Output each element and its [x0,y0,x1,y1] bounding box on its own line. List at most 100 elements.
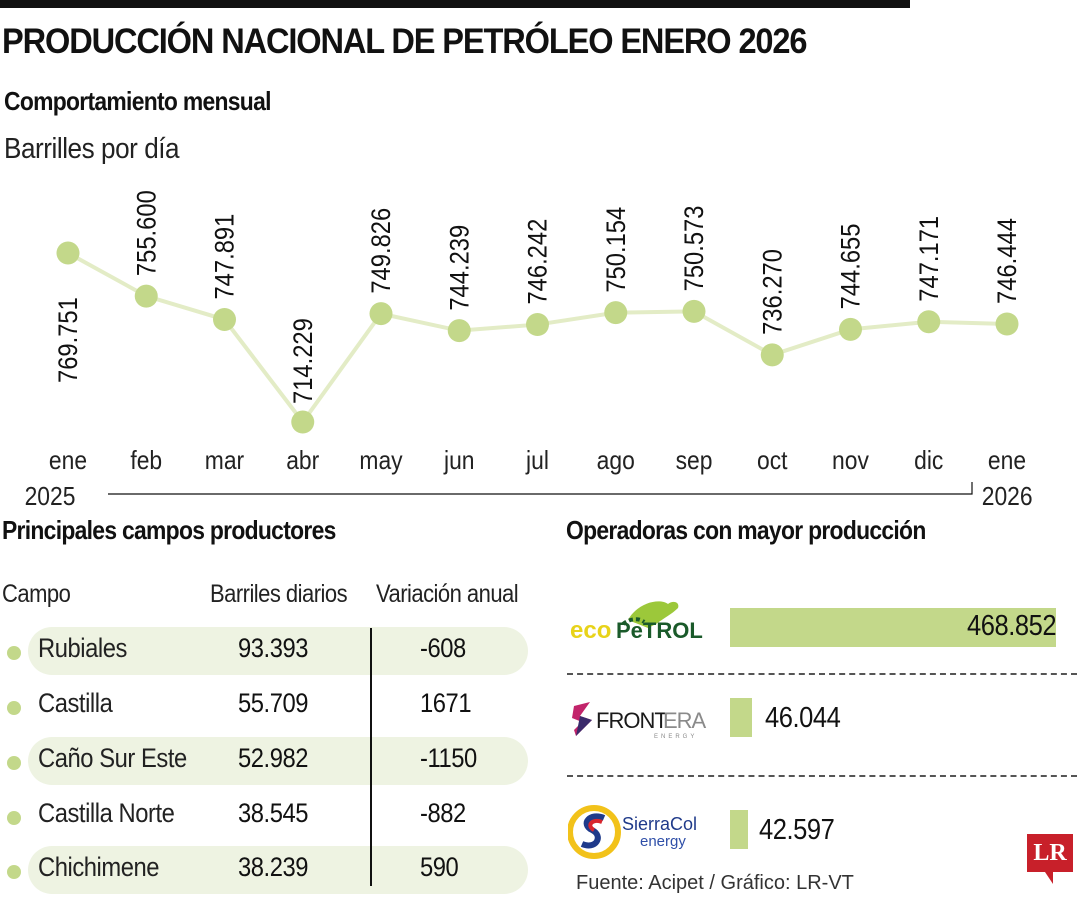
source-note: Fuente: Acipet / Gráfico: LR-VT [576,872,854,894]
value-labels: 769.751 755.600 747.891 714.229 749.826 744.2… [54,190,1023,404]
table-row: Castilla 55.709 1671 [0,682,530,730]
field-barrels: 93.393 [238,633,309,663]
x-tick-label: oct [757,447,788,476]
value-label: 755.600 [132,190,162,276]
table-row: Chichimene 38.239 590 [0,846,530,894]
divider [567,673,1077,675]
row-highlight [28,737,528,785]
svg-text:ENERGY: ENERGY [654,734,697,740]
x-tick-label: dic [914,447,943,476]
field-variation: -608 [420,633,466,663]
top-rule [0,0,910,8]
table-row: Castilla Norte 38.545 -882 [0,792,530,840]
data-point [917,310,941,334]
year-bracket: 2025 2026 [25,482,1033,511]
data-point [369,302,393,326]
x-tick-label: ene [49,447,87,476]
data-point [682,299,706,323]
field-variation: -1150 [420,743,477,773]
field-name: Rubiales [38,633,127,663]
field-variation: 590 [420,852,459,882]
svg-text:ERA: ERA [663,708,707,733]
row-highlight [28,627,528,675]
x-tick-label: may [359,447,403,476]
bullet-icon [7,756,21,770]
data-point [760,343,784,367]
value-label: 747.891 [210,214,240,300]
data-point [56,241,80,265]
x-tick-label: feb [130,447,162,476]
svg-text:PeTROL: PeTROL [616,618,703,643]
lr-logo: LR [1027,834,1073,884]
value-label: 714.229 [288,318,318,404]
operator-value: 42.597 [759,814,835,846]
operator-bar [730,810,748,849]
svg-text:eco: eco [570,617,611,644]
field-barrels: 38.239 [238,852,309,882]
x-tick-label: jul [525,447,549,476]
field-variation: 1671 [420,688,472,718]
year-label-end: 2026 [982,483,1033,512]
operator-value: 46.044 [765,702,841,734]
fields-title: Principales campos productores [2,515,336,545]
frontera-logo: FRONT ERA ENERGY [572,702,708,740]
x-tick-label: mar [205,447,244,476]
data-point [604,301,628,325]
field-name: Chichimene [38,852,160,882]
table-row: Rubiales 93.393 -608 [0,627,530,675]
bullet-icon [7,811,21,825]
series-points [56,241,1019,434]
operator-row-sierracol: SierraCol energy 42.597 [565,798,1075,868]
bullet-icon [7,646,21,660]
field-barrels: 52.982 [238,743,309,773]
year-label-start: 2025 [25,483,76,512]
svg-text:FRONT: FRONT [596,708,667,733]
data-point [995,312,1019,336]
value-label: 744.655 [836,224,866,310]
field-name: Castilla [38,688,113,718]
chart-subtitle: Comportamiento mensual [4,86,271,116]
value-label: 746.242 [523,219,553,305]
value-label: 750.573 [680,206,710,292]
column-divider [370,628,372,886]
field-name: Castilla Norte [38,798,175,828]
sierracol-logo: SierraCol energy [568,805,697,859]
value-label: 744.239 [445,225,475,311]
data-point [447,319,471,343]
divider [567,775,1077,777]
svg-text:SierraCol: SierraCol [622,814,697,834]
bullet-icon [7,865,21,879]
x-tick-label: ene [988,447,1026,476]
x-tick-label: ago [597,447,635,476]
ecopetrol-logo: eco PeTROL [570,601,703,644]
bullet-icon [7,701,21,715]
operator-row-ecopetrol: eco PeTROL 468.852 [565,590,1075,660]
data-point [134,284,158,308]
value-label: 736.270 [758,249,788,335]
svg-text:energy: energy [640,833,686,850]
page-title: PRODUCCIÓN NACIONAL DE PETRÓLEO ENERO 20… [2,22,808,61]
operator-bar [730,608,1056,647]
value-label: 746.444 [993,218,1023,304]
data-point [213,308,236,332]
x-tick-label: nov [832,447,870,476]
operators-title: Operadoras con mayor producción [566,515,926,545]
year-bracket-line [108,482,973,495]
field-barrels: 38.545 [238,798,309,828]
x-axis-labels: ene feb mar abr may jun jul ago sep oct nov dic ene [49,447,1026,476]
field-barrels: 55.709 [238,688,309,718]
header-barriles: Barriles diarios [210,580,348,608]
field-variation: -882 [420,798,466,828]
data-point [526,313,549,337]
table-row: Caño Sur Este 52.982 -1150 [0,737,530,785]
field-name: Caño Sur Este [38,743,187,773]
header-variacion: Variación anual [376,580,519,608]
header-campo: Campo [2,580,71,608]
operator-bar [730,698,752,737]
monthly-line-chart: 769.751 755.600 747.891 714.229 749.826 744.2… [25,190,1033,511]
row-highlight [28,846,528,894]
value-label: 747.171 [914,216,944,302]
x-tick-label: sep [676,447,713,476]
operator-row-frontera: FRONT ERA ENERGY 46.044 [565,690,1075,760]
value-label: 769.751 [54,297,84,383]
